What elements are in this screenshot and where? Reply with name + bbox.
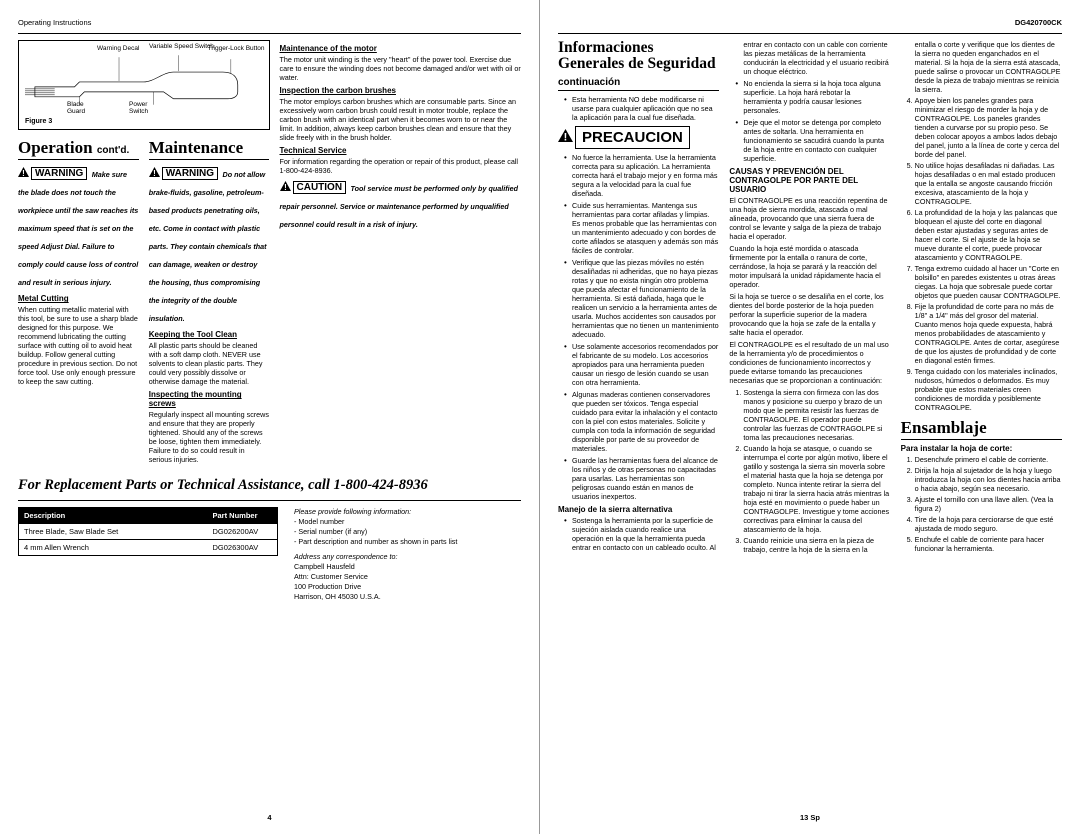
header-right-text: DG420700CK — [1015, 18, 1062, 27]
figure-3-box: Warning Decal Variable Speed Switch Trig… — [18, 40, 270, 130]
inspect-screws-p: Regularly inspect all mounting screws an… — [149, 410, 270, 464]
bullets-1: Esta herramienta NO debe modificarse ni … — [558, 95, 719, 122]
causas-h: CAUSAS Y PREVENCIÓN DEL CONTRAGOLPE POR … — [729, 167, 890, 194]
page-right: DG420700CK Informaciones Generales de Se… — [540, 0, 1080, 834]
brushes-h: Inspection the carbon brushes — [280, 86, 521, 95]
precaucion-badge: PRECAUCION — [575, 126, 690, 149]
brushes-p: The motor employs carbon brushes which a… — [280, 97, 521, 142]
motor-p: The motor unit winding is the very "hear… — [280, 55, 521, 82]
warning-triangle-icon: ! — [149, 164, 160, 182]
svg-text:!: ! — [564, 131, 568, 142]
replacement-parts-call: For Replacement Parts or Technical Assis… — [18, 477, 521, 494]
warning-operation: ! WARNING Make sure the blade does not to… — [18, 164, 139, 290]
parts-table: Description Part Number Three Blade, Saw… — [18, 507, 278, 556]
metal-cutting-h: Metal Cutting — [18, 294, 139, 303]
figure-3-title: Figure 3 — [25, 118, 52, 125]
operation-heading: Operation cont'd. — [18, 138, 139, 160]
warning-badge: WARNING — [31, 167, 87, 180]
caution-badge: CAUTION — [293, 181, 347, 194]
ensamblaje-steps: Desenchufe primero el cable de corriente… — [901, 455, 1062, 553]
footer-rule — [18, 500, 521, 501]
parts-info: Please provide following information: - … — [278, 507, 457, 602]
header-row: DG420700CK — [558, 18, 1062, 27]
warning-text: Make sure the blade does not touch the w… — [18, 170, 138, 287]
right-columns: Informaciones Generales de Seguridad con… — [558, 40, 1062, 760]
parts-col-num: Part Number — [208, 508, 278, 524]
warning-triangle-icon: ! — [280, 178, 291, 196]
tech-h: Technical Service — [280, 146, 521, 155]
informaciones-heading: Informaciones Generales de Seguridad con… — [558, 40, 719, 91]
motor-h: Maintenance of the motor — [280, 44, 521, 53]
svg-text:!: ! — [284, 183, 287, 191]
inspect-screws-h: Inspecting the mounting screws — [149, 390, 270, 408]
label-power-switch: Power Switch — [129, 101, 159, 115]
header-row: Operating Instructions — [18, 18, 521, 27]
keeping-clean-p: All plastic parts should be cleaned with… — [149, 341, 270, 386]
warning-text: Do not allow brake-fluids, gasoline, pet… — [149, 170, 267, 323]
warning-maintenance: ! WARNING Do not allow brake-fluids, gaso… — [149, 164, 270, 326]
warning-triangle-icon: ! — [18, 164, 29, 182]
warning-badge: WARNING — [162, 167, 218, 180]
precaucion-row: ! PRECAUCION — [558, 126, 719, 149]
svg-text:!: ! — [22, 169, 25, 177]
tech-p: For information regarding the operation … — [280, 157, 521, 175]
parts-col-desc: Description — [19, 508, 208, 524]
ensamblaje-heading: Ensamblaje — [901, 418, 1062, 440]
keeping-clean-h: Keeping the Tool Clean — [149, 330, 270, 339]
table-row: Three Blade, Saw Blade SetDG026200AV — [19, 524, 278, 540]
parts-section: Description Part Number Three Blade, Saw… — [18, 507, 521, 602]
caution-tech: !CAUTION Tool service must be performed … — [280, 178, 521, 232]
page-left: Operating Instructions Warning Decal — [0, 0, 540, 834]
header-rule — [18, 33, 521, 34]
manejo-h: Manejo de la sierra alternativa — [558, 505, 719, 514]
page-number-left: 4 — [267, 813, 271, 822]
page-number-right: 13 Sp — [800, 813, 820, 822]
label-warning-decal: Warning Decal — [97, 45, 139, 52]
bullets-2: No fuerce la herramienta. Use la herrami… — [558, 153, 719, 501]
label-blade-guard: Blade Guard — [67, 101, 97, 115]
saw-diagram — [25, 47, 263, 107]
instalar-hoja-h: Para instalar la hoja de corte: — [901, 444, 1062, 453]
header-left-text: Operating Instructions — [18, 18, 91, 27]
warning-triangle-icon: ! — [558, 129, 573, 147]
metal-cutting-p: When cutting metallic material with this… — [18, 305, 139, 386]
label-trigger-lock: Trigger-Lock Button — [208, 45, 265, 52]
svg-text:!: ! — [153, 169, 156, 177]
table-row: 4 mm Allen WrenchDG026300AV — [19, 540, 278, 556]
header-rule — [558, 33, 1062, 34]
label-variable-speed: Variable Speed Switch — [149, 43, 214, 50]
maintenance-heading: Maintenance — [149, 138, 270, 160]
